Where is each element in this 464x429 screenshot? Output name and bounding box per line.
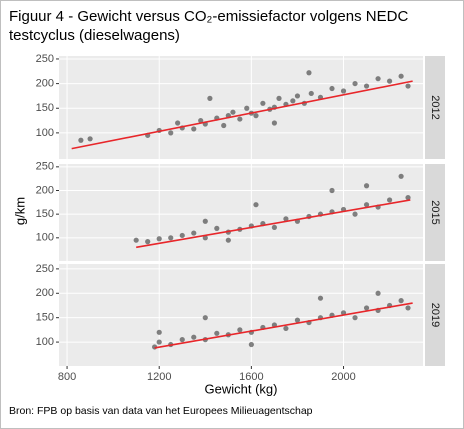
point — [214, 225, 220, 231]
point — [375, 290, 381, 296]
y-axis-label: g/km — [12, 197, 27, 225]
point — [198, 117, 204, 124]
point — [253, 202, 259, 208]
trend-line — [136, 199, 411, 249]
y-tick-label: 200 — [36, 184, 54, 196]
point — [398, 298, 404, 304]
facet-strip — [425, 164, 445, 261]
point — [202, 218, 208, 224]
point — [329, 187, 335, 194]
point — [363, 183, 370, 189]
point — [306, 70, 312, 76]
facet-label: 2015 — [429, 200, 441, 224]
y-tick-label: 150 — [36, 102, 54, 114]
x-tick-label: 2000 — [331, 371, 355, 383]
point — [405, 83, 411, 89]
point — [156, 329, 162, 335]
point — [405, 305, 411, 311]
point — [78, 137, 84, 143]
point — [179, 337, 185, 343]
point — [244, 105, 250, 111]
point — [271, 120, 278, 126]
point — [191, 126, 197, 132]
point — [363, 83, 370, 89]
x-tick-label: 1200 — [147, 371, 171, 383]
point — [175, 120, 181, 126]
point — [317, 295, 324, 301]
point — [363, 305, 370, 311]
chart: g/km Gewicht (kg) 100 150 200 250 2012 100 150… — [12, 53, 445, 396]
y-tick-label: 200 — [36, 287, 54, 299]
y-tick-label: 250 — [36, 263, 54, 275]
point — [202, 315, 208, 321]
point — [352, 315, 358, 321]
y-tick-label: 250 — [36, 161, 54, 173]
y-tick-label: 200 — [36, 78, 54, 90]
point — [191, 230, 197, 236]
y-tick-label: 150 — [36, 208, 54, 220]
point — [375, 76, 381, 82]
point — [230, 109, 236, 115]
point — [352, 211, 358, 217]
panel-background — [59, 56, 423, 159]
point — [253, 113, 259, 119]
point — [308, 90, 314, 97]
y-tick-label: 250 — [36, 53, 54, 65]
chart-title: Figuur 4 - Gewicht versus CO₂-emissiefac… — [9, 8, 409, 44]
point — [237, 116, 243, 122]
point — [87, 136, 93, 142]
point — [221, 122, 227, 129]
point — [294, 93, 301, 99]
point — [405, 194, 411, 201]
point — [168, 235, 174, 241]
point — [179, 232, 185, 239]
point — [294, 317, 301, 323]
point — [168, 130, 174, 136]
point — [271, 224, 278, 231]
point — [248, 341, 254, 348]
point — [191, 334, 197, 340]
point — [352, 80, 358, 87]
point — [340, 88, 347, 94]
point — [156, 236, 162, 242]
y-tick-label: 100 — [36, 127, 54, 139]
facet-strip — [425, 56, 445, 159]
point — [207, 95, 213, 101]
facet-label: 2012 — [429, 95, 441, 119]
point — [133, 237, 139, 243]
x-tick-label: 800 — [58, 371, 76, 383]
point — [398, 173, 404, 179]
point — [386, 78, 393, 84]
trend-line — [71, 80, 413, 150]
panel-background — [59, 164, 423, 261]
point — [145, 239, 151, 245]
y-tick-label: 100 — [36, 336, 54, 348]
point — [156, 339, 162, 345]
point — [260, 100, 266, 106]
facet-strip — [425, 264, 445, 366]
point — [237, 327, 243, 333]
x-tick-label: 1600 — [239, 371, 263, 383]
point — [202, 235, 208, 241]
facet-label: 2019 — [429, 303, 441, 327]
point — [225, 237, 231, 243]
point — [290, 98, 296, 104]
y-tick-label: 150 — [36, 312, 54, 324]
point — [214, 330, 220, 336]
x-axis-label: Gewicht (kg) — [205, 381, 278, 396]
point — [363, 202, 370, 208]
point — [276, 95, 282, 101]
point — [398, 73, 404, 79]
panel-background — [59, 264, 423, 366]
source-note: Bron: FPB op basis van data van het Euro… — [9, 405, 313, 417]
trend-line — [154, 302, 413, 349]
point — [283, 325, 289, 332]
y-tick-label: 100 — [36, 232, 54, 244]
point — [283, 216, 289, 222]
point — [329, 85, 335, 92]
point — [386, 197, 393, 203]
